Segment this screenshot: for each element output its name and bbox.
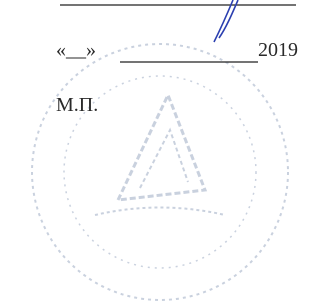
stamp <box>32 44 288 300</box>
document-fragment: «__» 2019 М.П. <box>0 0 317 302</box>
date-year: 2019 <box>258 39 298 61</box>
signature-stroke <box>214 0 238 42</box>
page: {"date_line": {"day": "«__»", "year": "2… <box>0 0 317 302</box>
seal-mark: М.П. <box>56 94 98 116</box>
date-day: «__» <box>56 39 96 61</box>
